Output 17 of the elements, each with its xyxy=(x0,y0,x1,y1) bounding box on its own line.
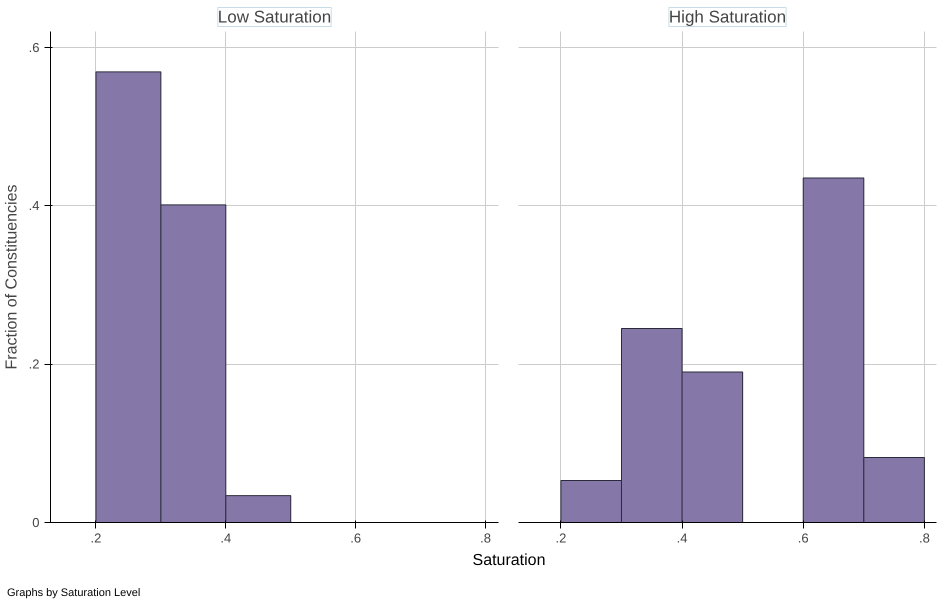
x-tick-label: .4 xyxy=(676,530,688,546)
y-axis-title: Fraction of Constituencies xyxy=(4,184,21,370)
x-tick-label: .2 xyxy=(555,530,566,546)
x-axis-title: Saturation xyxy=(472,551,546,571)
x-tick-label: .4 xyxy=(220,530,232,546)
chart-title: High Saturation xyxy=(668,8,786,26)
y-tick-label: 0 xyxy=(32,515,40,530)
y-tick-label: .4 xyxy=(28,198,40,214)
text: Graphs by Saturation Level xyxy=(7,586,140,601)
chart-title: Low Saturation xyxy=(218,8,332,26)
y-tick-label: .6 xyxy=(28,40,40,55)
y-tick-label: .2 xyxy=(28,356,40,372)
x-tick-label: .6 xyxy=(798,530,809,546)
x-tick-label: .6 xyxy=(350,530,362,546)
x-tick-label: .8 xyxy=(918,530,930,546)
x-tick-label: .8 xyxy=(480,530,491,546)
x-tick-label: .2 xyxy=(90,530,102,546)
